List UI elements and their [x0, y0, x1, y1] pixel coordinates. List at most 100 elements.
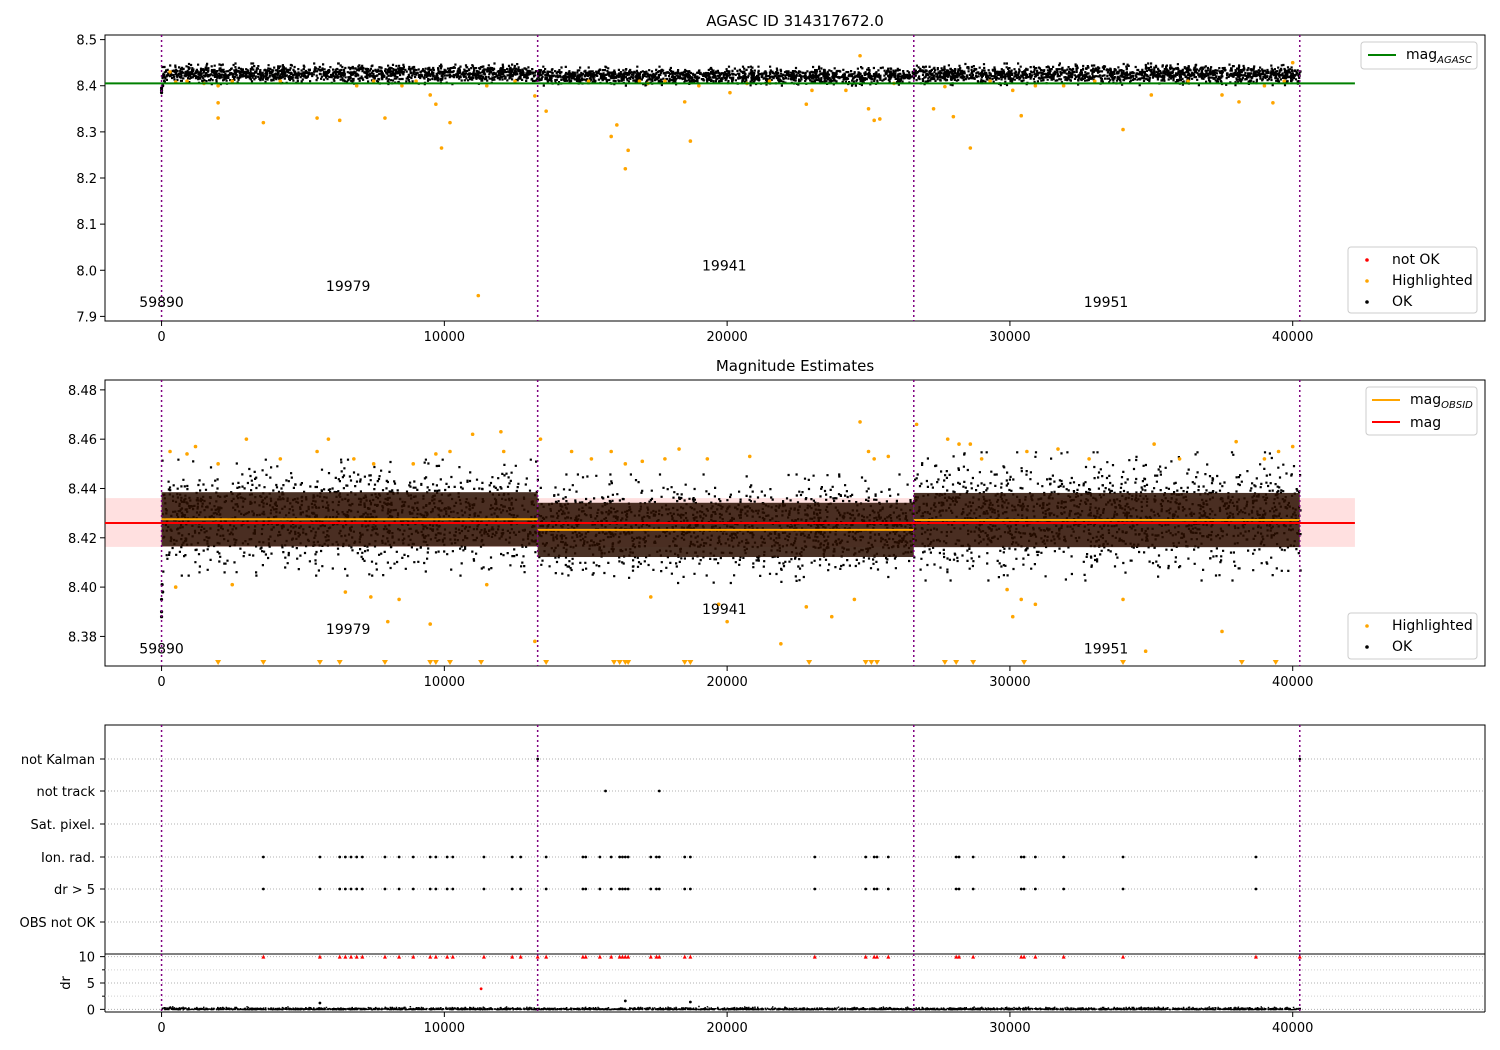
- panel-1-obsid-label: 59890: [139, 295, 184, 311]
- panel-2-lower-limit-marker: [970, 660, 977, 665]
- panel-4-y-tick-label: 0: [87, 1003, 95, 1018]
- panel-4-clipped-marker: [1019, 954, 1024, 959]
- panel-2-lower-limit-marker: [447, 660, 453, 665]
- panel-3-flag-point: [649, 855, 653, 859]
- panel-1-highlighted-point: [434, 102, 438, 106]
- panel-2-ok-point: [159, 597, 164, 602]
- panel-3-flag-point: [544, 855, 548, 859]
- panel-1-x-tick-label: 40000: [1272, 330, 1313, 345]
- panel-2-lower-limit-marker: [1272, 660, 1279, 665]
- panel-3-flag-point: [655, 855, 658, 859]
- panel-2-highlighted-point: [1262, 457, 1267, 461]
- panel-2-highlighted-point: [1290, 444, 1295, 449]
- panel-4-clipped-marker: [397, 954, 402, 959]
- panel-1-highlighted-point: [261, 120, 266, 125]
- panel-3-flag-point: [1254, 855, 1258, 859]
- panel-3-flag-point: [343, 887, 347, 891]
- panel-2-lower-limit-marker: [687, 660, 694, 665]
- panel-4-clipped-marker: [1121, 954, 1126, 959]
- panel-1-y-tick-label: 8.3: [76, 126, 97, 141]
- panel-2-lower-limit-marker: [543, 660, 550, 665]
- panel-2-obsid-label: 19941: [702, 602, 747, 618]
- panel-2-highlighted-point: [979, 457, 984, 461]
- panel-2-highlighted-point: [747, 454, 752, 459]
- panel-2-y-tick-label: 8.38: [68, 630, 97, 645]
- legend-ok-marker: [1365, 300, 1369, 304]
- panel-3-flag-label: OBS not OK: [20, 916, 96, 931]
- legend-mag-agasc-label: mag: [1406, 47, 1437, 63]
- panel-3-flag-point: [1062, 855, 1066, 859]
- panel-4-clipped-marker: [654, 954, 659, 959]
- panel-2-highlighted-point: [1220, 629, 1224, 634]
- panel-4-clipped-marker: [317, 954, 322, 959]
- panel-3-flag-point: [1062, 887, 1066, 891]
- panel-1-highlighted-point: [878, 117, 882, 121]
- panel-1-x-tick-label: 30000: [989, 330, 1030, 345]
- panel-3-flag-point: [609, 855, 613, 859]
- panel-1-highlighted-point: [428, 93, 433, 97]
- panel-1-highlighted-point: [1282, 79, 1287, 83]
- panel-4-clipped-marker: [1297, 954, 1302, 959]
- panel-4-x-tick-label: 40000: [1272, 1021, 1313, 1036]
- panel-1-y-tick-label: 8.1: [76, 218, 97, 233]
- panel-2-highlighted-point: [968, 442, 973, 446]
- panel-3-flag-point: [544, 887, 548, 891]
- svg-text:magOBSID: magOBSID: [1410, 392, 1473, 411]
- legend-ok-marker: [1365, 645, 1369, 649]
- panel-4-clipped-marker: [1253, 954, 1258, 959]
- magnitude-estimates-panel: Magnitude Estimates 59890 19979 19941 19951…: [68, 357, 1486, 690]
- panel-4-clipped-marker: [343, 954, 348, 959]
- panel-3-flag-point: [411, 887, 415, 891]
- panel-4-clipped-marker: [261, 954, 266, 959]
- panel-3-flag-point: [482, 855, 486, 859]
- panel-1-legend-line: magAGASC: [1360, 41, 1478, 70]
- panel-3-flag-point: [1254, 887, 1258, 891]
- panel-3-flag-point: [1121, 855, 1125, 859]
- panel-3-flag-point: [338, 887, 342, 891]
- panel-4-clipped-marker: [1033, 954, 1038, 959]
- legend-frame: [1347, 612, 1478, 660]
- panel-1-highlighted-point: [1237, 100, 1241, 104]
- panel-2-highlighted-point: [858, 420, 862, 424]
- panel-2-lower-limit-marker: [260, 660, 267, 665]
- legend-ok-label: OK: [1392, 294, 1413, 310]
- panel-3-flag-label: Sat. pixel.: [31, 818, 95, 833]
- panel-2-highlighted-point: [193, 444, 198, 449]
- panel-2-highlighted-point: [716, 602, 721, 607]
- panel-4-clipped-marker: [657, 954, 662, 959]
- panel-3-flag-point: [1033, 855, 1037, 859]
- panel-3-flag-point: [626, 887, 630, 891]
- panel-1-highlighted-point: [400, 83, 404, 88]
- panel-2-x-tick-label: 0: [157, 675, 165, 690]
- panel-3-flag-point: [626, 855, 630, 859]
- panel-4-clipped-marker: [382, 954, 387, 959]
- legend-mag-agasc-subscript: AGASC: [1436, 55, 1472, 66]
- panel-3-flag-point: [434, 887, 438, 891]
- panel-3-flag-point: [886, 887, 890, 891]
- panel-1-y-tick-label: 8.4: [76, 80, 97, 95]
- panel-3-flag-point: [510, 855, 514, 859]
- panel-3-flag-point: [954, 855, 958, 859]
- panel-3-flag-point: [397, 887, 401, 891]
- panel-2-highlighted-point: [804, 605, 809, 609]
- panel-3-flag-point: [813, 887, 817, 891]
- legend-highlighted-marker: [1365, 279, 1369, 283]
- panel-2-highlighted-point: [1010, 614, 1015, 619]
- panel-4-dr-outlier: [688, 1000, 692, 1004]
- panel-1-highlighted-point: [688, 139, 693, 143]
- panel-1-highlighted-point: [1061, 83, 1066, 88]
- panel-1-highlighted-point: [383, 116, 387, 120]
- panel-1-highlighted-point: [858, 53, 862, 58]
- panel-1-highlighted-point: [216, 116, 220, 120]
- panel-2-highlighted-point: [725, 619, 729, 624]
- panel-2-lower-limit-marker: [806, 660, 813, 665]
- panel-2-highlighted-point: [411, 462, 416, 466]
- panel-3-flag-point: [621, 855, 624, 859]
- panel-2-highlighted-point: [1033, 602, 1038, 607]
- panel-1-ok-point: [159, 91, 164, 95]
- panel-2-highlighted-point: [779, 642, 783, 646]
- panel-1-highlighted-point: [615, 123, 619, 127]
- panel-2-highlighted-point: [397, 597, 401, 602]
- panel-1-highlighted-point: [943, 84, 947, 89]
- panel-3-flag-label: not track: [36, 785, 95, 800]
